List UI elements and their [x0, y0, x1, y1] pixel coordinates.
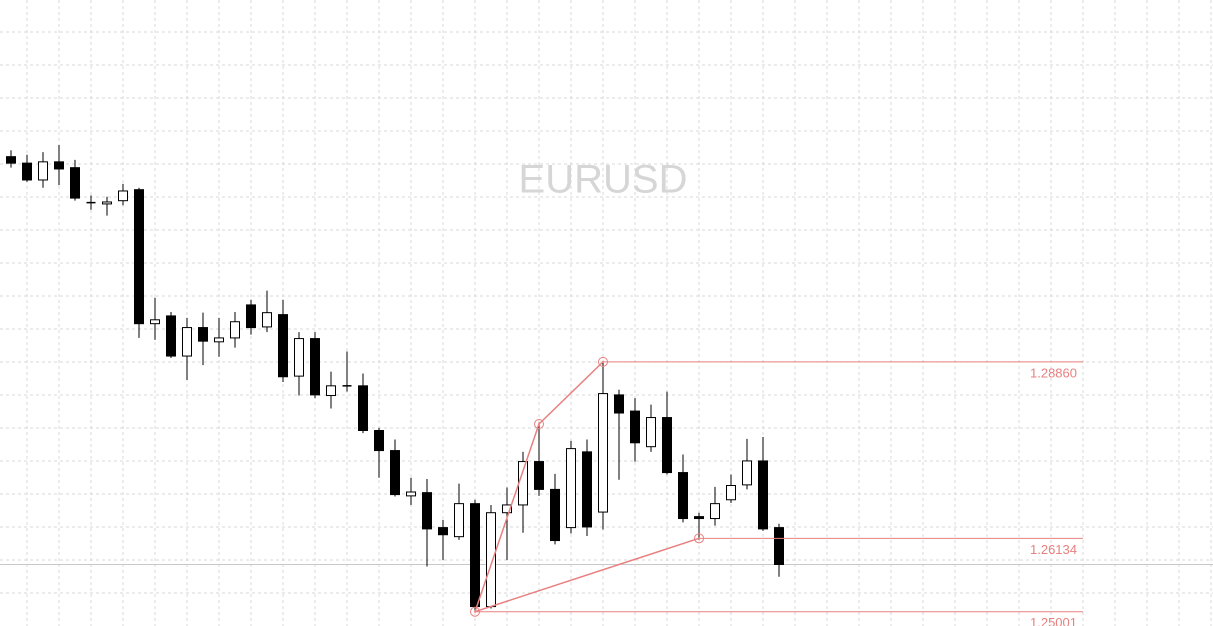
- candle-body: [598, 393, 608, 513]
- candle-body: [438, 527, 448, 536]
- candle-body: [118, 190, 128, 202]
- level-label: 1.28860: [1030, 365, 1077, 380]
- candle-body: [262, 312, 272, 328]
- candle-body: [422, 492, 432, 530]
- candle-body: [630, 410, 640, 444]
- candle-body: [198, 327, 208, 342]
- candle-body: [742, 460, 752, 486]
- pattern-line: [474, 537, 700, 613]
- candle-body: [726, 485, 736, 501]
- candle-body: [454, 503, 464, 538]
- pattern-point-dot: [538, 423, 540, 426]
- candle-body: [614, 394, 624, 414]
- candle-body: [182, 327, 192, 357]
- candle-body: [502, 504, 512, 514]
- candle-body: [214, 337, 224, 343]
- candle-body: [310, 338, 320, 396]
- candle-body: [662, 417, 672, 474]
- pattern-point: [534, 419, 544, 430]
- candle-body: [326, 385, 336, 397]
- candle-body: [294, 338, 304, 377]
- level-label: 1.26134: [1030, 542, 1077, 557]
- candle-body: [678, 472, 688, 520]
- candle-body: [710, 503, 720, 520]
- candle-body: [694, 516, 704, 520]
- candle-body: [374, 429, 384, 452]
- candle-body: [358, 385, 368, 431]
- candle-body: [278, 314, 288, 378]
- pattern-line: [538, 361, 604, 425]
- candle-body: [134, 189, 144, 325]
- candle-body: [582, 451, 592, 528]
- candle-body: [246, 304, 256, 329]
- pattern-line: [474, 423, 540, 612]
- level-label: 1.25001: [1030, 615, 1077, 626]
- candle-body: [486, 512, 496, 608]
- candle-body: [166, 315, 176, 357]
- candle-body: [6, 156, 16, 164]
- candle-body: [470, 503, 480, 608]
- candle-body: [646, 417, 656, 448]
- candle-body: [150, 319, 160, 325]
- candle-body: [70, 167, 80, 199]
- candle-body: [54, 161, 64, 170]
- watermark-title: EURUSD: [519, 158, 688, 202]
- candle-body: [566, 448, 576, 529]
- candle-body: [230, 321, 240, 339]
- candle-body: [390, 450, 400, 496]
- candle-body: [38, 161, 48, 181]
- candle-body: [758, 460, 768, 530]
- candle-body: [22, 162, 32, 181]
- candle-body: [518, 461, 528, 506]
- candle-body: [774, 527, 784, 566]
- candle-body: [406, 491, 416, 497]
- candle-body: [534, 461, 544, 490]
- candle-body: [102, 201, 112, 205]
- candle-body: [550, 488, 560, 542]
